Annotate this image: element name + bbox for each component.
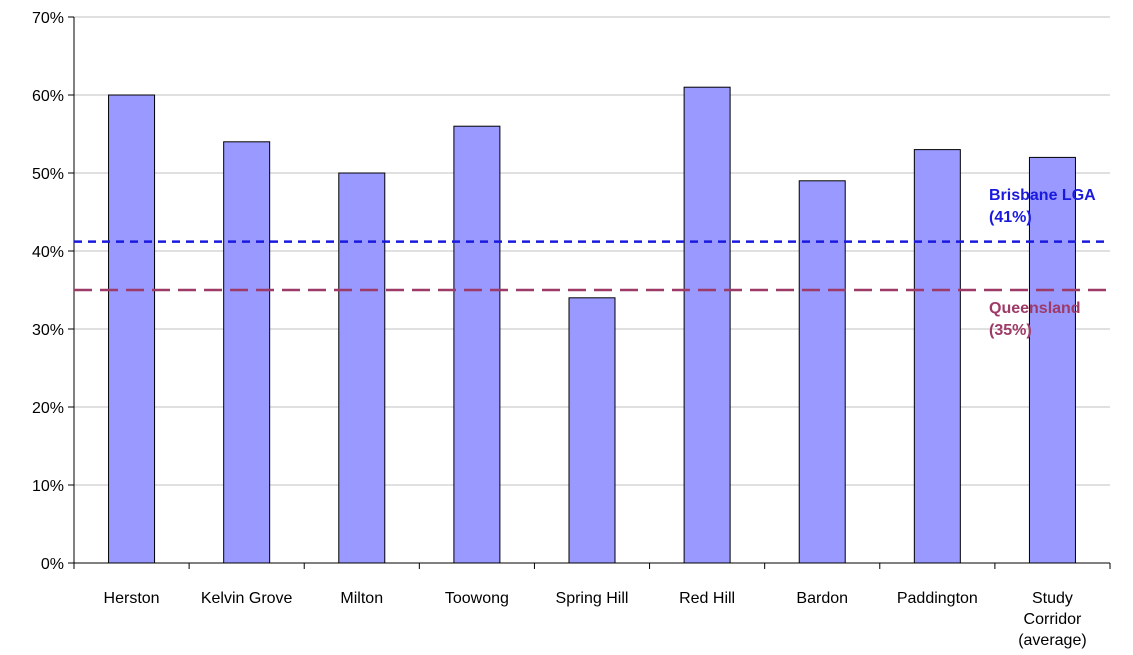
reference-label-line: (35%) [989,322,1032,339]
bar-1 [223,141,271,564]
reference-label-line: (41%) [989,209,1032,226]
category-label-line: Study [1032,590,1073,607]
labels: 0% 10% 20% 30% 40% 50% 60% 70% Herston Kelvin Gro… [32,10,1096,649]
reference-label-line: Brisbane LGA [989,187,1096,204]
reference-lines [74,240,1110,292]
category-label-line: Corridor [1024,611,1082,628]
reference-label: Queensland (35%) [989,300,1081,339]
bar-6 [798,180,846,564]
y-tick-label: 30% [32,322,64,339]
category-label-line: Herston [104,590,160,607]
y-tick-label: 50% [32,166,64,183]
bars [108,86,1076,564]
bar-8 [1028,156,1076,564]
bar-5 [683,86,731,564]
bar-0 [108,94,156,564]
category-label-line: Kelvin Grove [201,590,293,607]
category-label: Bardon [796,590,848,607]
y-tick-label: 60% [32,88,64,105]
category-label: Red Hill [679,590,735,607]
y-tick-label: 0% [41,556,64,573]
category-label: Toowong [445,590,509,607]
category-label-line: Bardon [796,590,848,607]
bar-2 [338,172,386,564]
category-label: Study Corridor (average) [1018,590,1086,649]
category-label-line: Toowong [445,590,509,607]
category-label: Spring Hill [556,590,629,607]
reference-label-line: Queensland [989,300,1081,317]
category-label-line: Spring Hill [556,590,629,607]
category-label-line: Red Hill [679,590,735,607]
y-tick-label: 20% [32,400,64,417]
category-label-line: Milton [340,590,383,607]
bar-7 [913,149,961,564]
y-tick-label: 40% [32,244,64,261]
y-tick-label: 10% [32,478,64,495]
bar-3 [453,125,501,564]
category-label-line: (average) [1018,632,1086,649]
reference-label: Brisbane LGA (41%) [989,187,1096,226]
category-label-line: Paddington [897,590,978,607]
category-label: Paddington [897,590,978,607]
y-tick-label: 70% [32,10,64,27]
category-label: Milton [340,590,383,607]
category-label: Herston [104,590,160,607]
category-label: Kelvin Grove [201,590,293,607]
bar-4 [568,297,616,564]
